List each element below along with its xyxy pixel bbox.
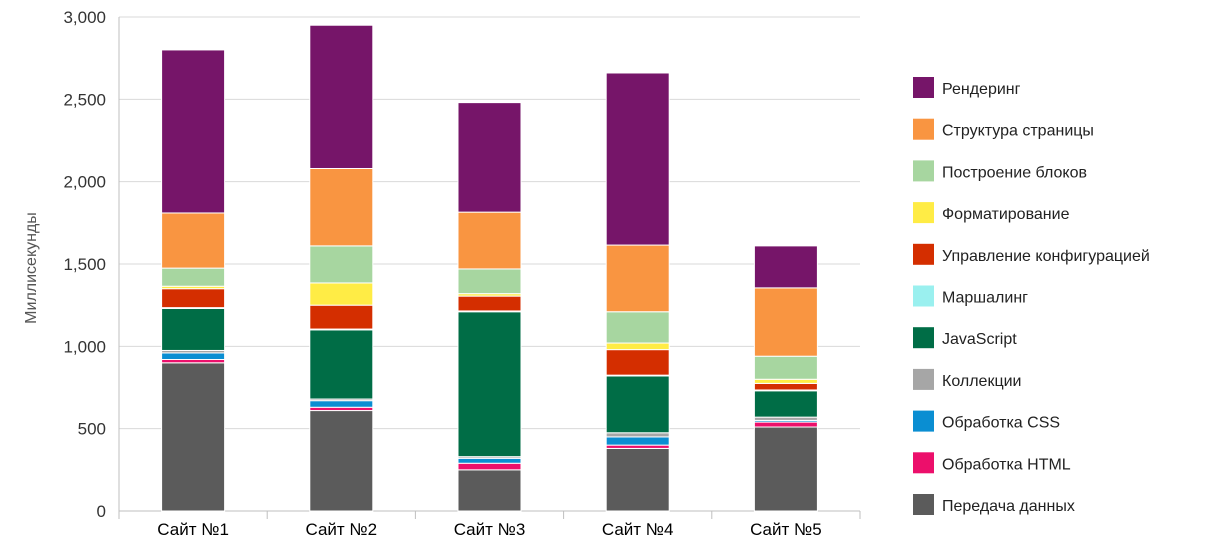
legend-swatch <box>913 285 934 307</box>
bar-segment <box>309 167 374 247</box>
bar-segment <box>753 287 818 357</box>
bar-segment <box>753 355 818 380</box>
bar-segment <box>753 421 818 428</box>
bar-segment <box>457 102 522 213</box>
legend-label: Рендеринг <box>942 81 1021 98</box>
legend-swatch <box>913 243 934 265</box>
x-tick-label: Сайт №2 <box>305 520 377 539</box>
x-tick-label: Сайт №3 <box>454 520 526 539</box>
bar-segment <box>309 245 374 284</box>
y-tick-label: 0 <box>97 502 106 521</box>
legend-item: Форматирование <box>913 202 1070 224</box>
legend-swatch <box>913 452 934 474</box>
legend-swatch <box>913 202 934 224</box>
bar-stack <box>309 24 374 512</box>
y-tick-label: 500 <box>78 420 106 439</box>
bar-segment <box>753 390 818 418</box>
legend-swatch <box>913 77 934 98</box>
bar-segment <box>309 24 374 169</box>
bar-segment <box>309 410 374 512</box>
bar-segment <box>605 349 670 376</box>
bar-segment <box>605 72 670 246</box>
y-tick-label: 2,500 <box>63 90 106 109</box>
legend-swatch <box>913 494 934 515</box>
x-tick-label: Сайт №5 <box>750 520 822 539</box>
legend-item: Управление конфигурацией <box>913 243 1150 265</box>
y-tick-label: 3,000 <box>63 8 106 27</box>
legend-item: Передача данных <box>913 494 1075 515</box>
legend-label: Построение блоков <box>942 164 1087 181</box>
bar-segment <box>457 462 522 471</box>
bar-segment <box>605 311 670 344</box>
bar-segment <box>753 378 818 384</box>
legend-label: Маршалинг <box>942 290 1028 307</box>
bar-segment <box>309 400 374 408</box>
bar-segment <box>605 375 670 434</box>
legend-swatch <box>913 160 934 182</box>
legend-item: Рендеринг <box>913 77 1021 98</box>
bar-stack <box>457 102 522 512</box>
legend-label: JavaScript <box>942 331 1017 348</box>
bar-segment <box>457 211 522 270</box>
legend-swatch <box>913 410 934 432</box>
bar-segment <box>457 311 522 458</box>
bar-segment <box>457 268 522 295</box>
bar-segment <box>161 288 226 309</box>
bar-stack <box>161 49 226 512</box>
x-tick-label: Сайт №1 <box>157 520 229 539</box>
legend-swatch <box>913 368 934 390</box>
legend-label: Обработка HTML <box>942 456 1071 473</box>
y-tick-label: 1,500 <box>63 255 106 274</box>
legend-label: Структура страницы <box>942 123 1094 140</box>
legend-item: Построение блоков <box>913 160 1087 182</box>
bar-segment <box>457 457 522 464</box>
y-tick-label: 1,000 <box>63 337 106 356</box>
bar-segment <box>161 267 226 287</box>
bar-segment <box>309 329 374 400</box>
legend-label: Форматирование <box>942 206 1070 223</box>
bar-stack <box>605 72 670 512</box>
y-axis: 0 500 1,000 1,500 2,000 2,500 3,000 <box>63 8 120 521</box>
legend: Рендеринг Структура страницы Построение бл… <box>913 77 1150 515</box>
bar-segment <box>605 447 670 512</box>
bar-segment <box>605 432 670 438</box>
bar-segment <box>161 49 226 214</box>
legend-item: Маршалинг <box>913 285 1028 307</box>
bar-segment <box>161 352 226 361</box>
bar-segment <box>605 244 670 313</box>
y-axis-label: Миллисекунды <box>23 212 40 324</box>
bar-segment <box>161 212 226 269</box>
y-tick-label: 2,000 <box>63 173 106 192</box>
bar-segment <box>309 304 374 330</box>
bar-segment <box>457 295 522 312</box>
bar-segment <box>161 307 226 351</box>
legend-label: Обработка CSS <box>942 415 1060 432</box>
legend-item: Коллекции <box>913 368 1021 390</box>
bar-segment <box>753 426 818 512</box>
legend-item: Структура страницы <box>913 118 1094 140</box>
legend-item: Обработка HTML <box>913 452 1071 474</box>
x-tick-label: Сайт №4 <box>602 520 674 539</box>
bar-segment <box>161 362 226 512</box>
bar-segment <box>753 245 818 289</box>
bars <box>161 24 818 512</box>
bar-segment <box>605 342 670 351</box>
legend-swatch <box>913 327 934 349</box>
bar-segment <box>309 282 374 306</box>
bar-stack <box>753 245 818 512</box>
bar-segment <box>605 436 670 446</box>
x-axis: Сайт №1 Сайт №2 Сайт №3 Сайт №4 Сайт №5 <box>157 511 861 539</box>
bar-segment <box>753 382 818 391</box>
legend-swatch <box>913 118 934 140</box>
legend-label: Управление конфигурацией <box>942 248 1150 265</box>
legend-item: Обработка CSS <box>913 410 1060 432</box>
legend-item: JavaScript <box>913 327 1017 349</box>
legend-label: Передача данных <box>942 498 1075 515</box>
bar-segment <box>457 469 522 512</box>
legend-label: Коллекции <box>942 373 1021 390</box>
